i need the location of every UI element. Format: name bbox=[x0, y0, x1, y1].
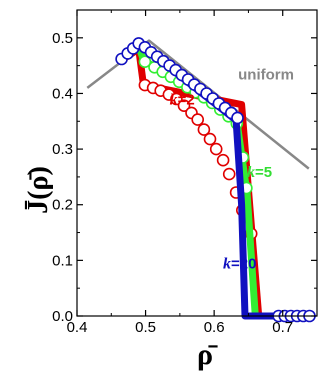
series-k-2-point-5 bbox=[177, 99, 191, 112]
annotation-text: =5 bbox=[255, 164, 272, 181]
series-uniform-line bbox=[86, 39, 310, 170]
x-tick-label-0: 0.4 bbox=[67, 319, 88, 336]
annotation-0: uniform bbox=[238, 67, 294, 84]
y-tick-label-4: 0.4 bbox=[52, 85, 73, 102]
series-k-2-point-12 bbox=[222, 167, 236, 181]
series-k-2-point-10 bbox=[209, 142, 223, 156]
series-layer bbox=[86, 37, 316, 323]
annotation-k-symbol: k bbox=[223, 256, 231, 273]
x-tick-label-2: 0.6 bbox=[204, 319, 225, 336]
annotation-1: k=2 bbox=[170, 92, 195, 109]
y-axis-title: J̄(ρ̄) bbox=[23, 166, 54, 214]
annotation-text: =2 bbox=[178, 92, 195, 109]
annotation-2: k=5 bbox=[247, 164, 272, 181]
annotation-text: uniform bbox=[238, 67, 294, 84]
x-axis-title: ρ̄ bbox=[197, 338, 218, 371]
series-k-2-point-9 bbox=[203, 132, 217, 146]
y-tick-label-1: 0.1 bbox=[52, 252, 73, 269]
x-tick-label-3: 0.7 bbox=[272, 319, 293, 336]
series-k-2-point-7 bbox=[191, 113, 204, 126]
series-k-20-point-19 bbox=[231, 111, 244, 125]
series-k-2-point-11 bbox=[216, 153, 230, 167]
y-tick-label-3: 0.3 bbox=[52, 141, 73, 158]
annotation-k-symbol: k bbox=[170, 92, 178, 109]
y-tick-label-5: 0.5 bbox=[52, 30, 73, 47]
annotation-k-symbol: k bbox=[247, 164, 255, 181]
x-tick-label-1: 0.5 bbox=[135, 319, 156, 336]
annotation-3: k=20 bbox=[223, 256, 256, 273]
series-k-2-point-8 bbox=[197, 123, 211, 136]
y-tick-label-2: 0.2 bbox=[52, 197, 73, 214]
axes-layer: 0.4 0.5 0.6 0.7 0.0 0.1 0.2 0.3 0.4 0.5 bbox=[52, 9, 318, 336]
y-tick-label-0: 0.0 bbox=[52, 308, 73, 325]
annotation-text: =20 bbox=[231, 256, 256, 273]
plot-frame bbox=[76, 9, 318, 317]
series-k-5-point-0 bbox=[138, 55, 152, 69]
